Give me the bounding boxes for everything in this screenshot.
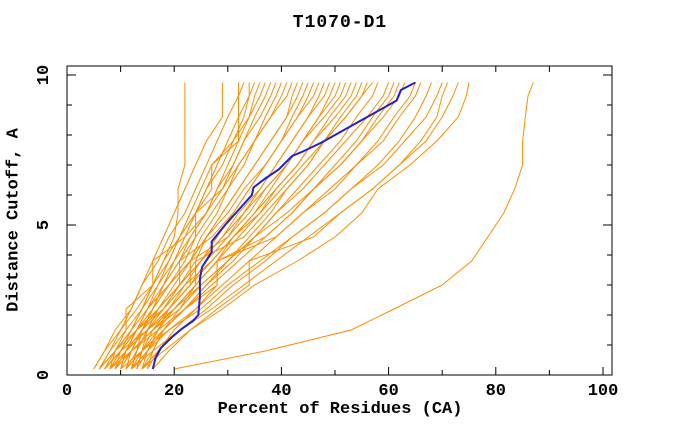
x-tick-label: 20 <box>164 382 184 401</box>
x-tick-label: 60 <box>378 382 398 401</box>
x-tick-label: 0 <box>62 382 72 401</box>
y-tick-label: 5 <box>35 220 54 230</box>
model-curve <box>130 82 352 370</box>
x-axis-label: Percent of Residues (CA) <box>217 400 463 419</box>
y-tick-label: 10 <box>35 65 54 85</box>
model-curve <box>109 82 357 370</box>
model-curve <box>120 82 443 370</box>
y-axis-label: Distance Cutoff, A <box>4 128 24 312</box>
highlight-curve <box>151 81 416 370</box>
model-curve <box>98 82 223 370</box>
model-curve <box>98 82 373 370</box>
y-tick-label: 0 <box>35 370 54 380</box>
model-curve <box>93 82 293 370</box>
model-curve <box>136 82 379 370</box>
model-curve <box>98 82 266 370</box>
model-curve <box>114 82 390 370</box>
model-curve <box>109 82 304 370</box>
model-curve <box>114 82 331 370</box>
model-curve <box>98 82 320 370</box>
model-curve <box>136 82 282 370</box>
model-curve <box>104 82 406 370</box>
model-curve <box>141 82 470 370</box>
model-curve <box>125 82 400 370</box>
chart-title: T1070-D1 <box>292 13 388 33</box>
x-tick-label: 40 <box>271 382 291 401</box>
model-curve <box>104 82 347 370</box>
x-tick-label: 80 <box>486 382 506 401</box>
model-curve <box>104 82 277 370</box>
model-curve <box>93 82 245 370</box>
model-curve <box>174 82 534 370</box>
model-curve <box>120 82 250 370</box>
plot-frame <box>66 65 613 376</box>
x-tick-label: 100 <box>588 382 619 401</box>
model-curve <box>109 82 422 370</box>
